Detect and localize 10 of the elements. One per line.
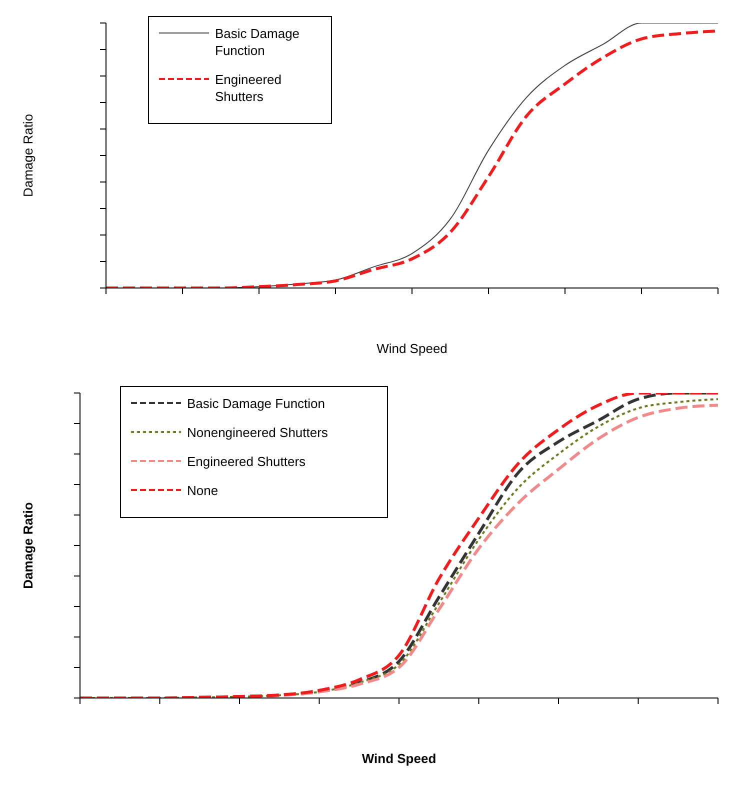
legend-label: Engineered Shutters (187, 453, 306, 470)
x-axis-title: Wind Speed (376, 341, 448, 356)
legend-label: Nonengineered Shutters (187, 424, 328, 441)
legend-label: None (187, 482, 218, 499)
legend-label: Basic Damage Function (215, 25, 301, 59)
y-axis-title: Damage Ratio (20, 114, 36, 198)
y-axis-title: Damage Ratio (20, 502, 36, 589)
x-axis-title: Wind Speed (362, 751, 436, 766)
legend-label: Engineered Shutters (215, 71, 282, 105)
legend-label: Basic Damage Function (187, 395, 326, 412)
